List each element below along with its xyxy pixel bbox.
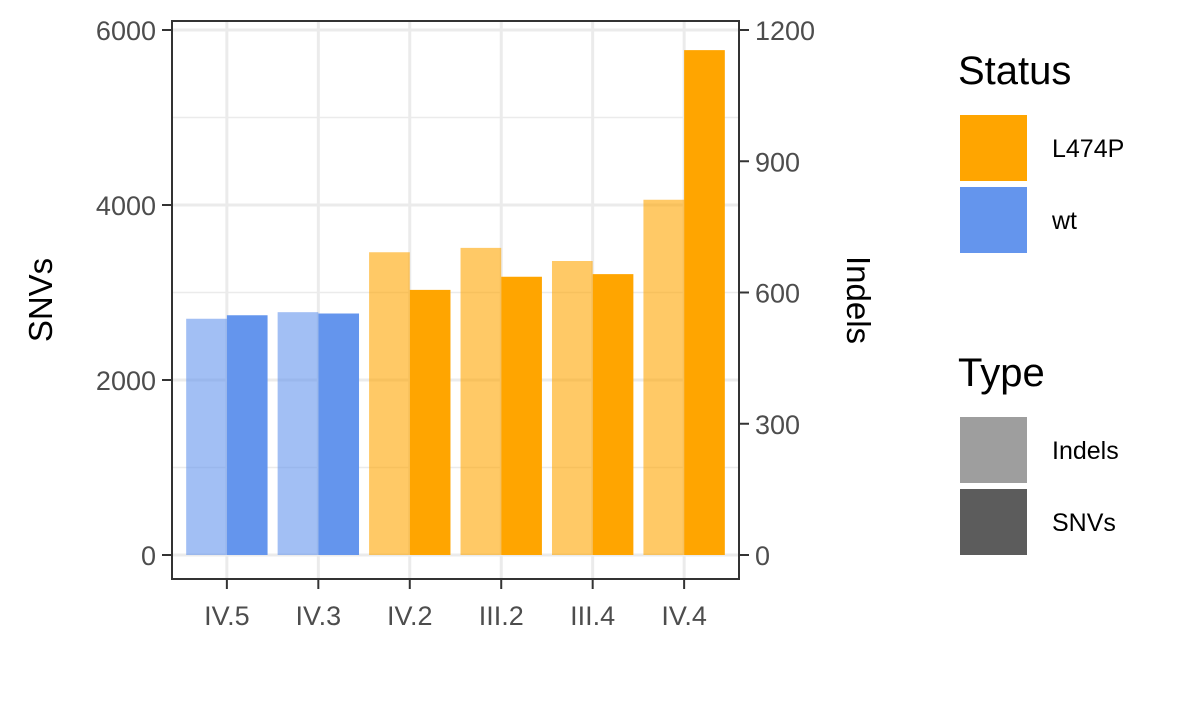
bars: [186, 50, 725, 555]
panel-border: [171, 20, 740, 580]
x-axis: IV.5 IV.3 IV.2 III.2 III.4 IV.4: [204, 579, 707, 631]
left-axis: 0 2000 4000 6000: [96, 16, 172, 571]
right-tick-label: 600: [755, 279, 800, 309]
left-tick-label: 0: [141, 541, 156, 571]
x-tick-label-iii-2: III.2: [479, 601, 524, 631]
legend-key-indels: [960, 417, 1027, 483]
legend-label-wt: wt: [1051, 207, 1077, 235]
legend-item-wt: wt: [960, 187, 1077, 253]
left-tick-label: 4000: [96, 191, 156, 221]
bar-indels-iv-2: [369, 252, 410, 555]
bar-snvs-iv-2: [409, 289, 451, 555]
legend-title-type: Type: [958, 351, 1045, 395]
legend-title-status: Status: [958, 49, 1071, 93]
right-tick-label: 0: [755, 541, 770, 571]
bar-snvs-iii-4: [592, 274, 634, 555]
x-tick-label-iv-3: IV.3: [296, 601, 342, 631]
left-tick-label: 6000: [96, 16, 156, 46]
bar-indels-iv-4: [643, 199, 685, 555]
legend-label-l474p: L474P: [1052, 135, 1124, 163]
x-tick-label-iii-4: III.4: [570, 601, 615, 631]
right-tick-label: 1200: [755, 16, 815, 46]
x-tick-label-iv-2: IV.2: [387, 601, 433, 631]
bar-snvs-iv-4: [684, 50, 725, 555]
x-tick-label-iv-5: IV.5: [204, 601, 250, 631]
bar-snvs-iii-2: [501, 276, 542, 555]
legend-key-l474p: [960, 115, 1027, 181]
bar-snvs-iv-3: [318, 313, 360, 555]
bar-indels-iii-2: [460, 247, 502, 555]
legend: Status L474P wt Type Indels SNVs: [958, 49, 1124, 555]
bar-snvs-iv-5: [226, 315, 268, 555]
x-tick-label-iv-4: IV.4: [661, 601, 707, 631]
bar-indels-iv-3: [277, 312, 319, 555]
bar-indels-iii-4: [551, 261, 593, 555]
legend-item-l474p: L474P: [960, 115, 1124, 181]
left-tick-label: 2000: [96, 366, 156, 396]
legend-label-snvs: SNVs: [1052, 509, 1116, 537]
legend-item-indels: Indels: [960, 417, 1119, 483]
legend-label-indels: Indels: [1052, 437, 1119, 465]
left-axis-title: SNVs: [22, 258, 59, 342]
bar-indels-iv-5: [186, 318, 227, 555]
right-tick-label: 900: [755, 147, 800, 177]
legend-item-snvs: SNVs: [960, 489, 1116, 555]
legend-key-wt: [960, 187, 1027, 253]
right-axis: 0 300 600 900 1200: [739, 16, 815, 571]
legend-key-snvs: [960, 489, 1027, 555]
right-tick-label: 300: [755, 410, 800, 440]
right-axis-title: Indels: [840, 256, 877, 344]
